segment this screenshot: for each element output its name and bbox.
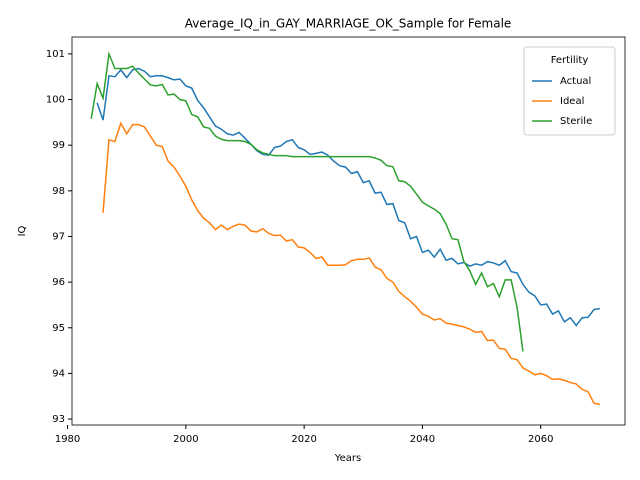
y-tick-label: 99	[52, 140, 65, 151]
y-tick-label: 100	[46, 95, 65, 106]
y-axis-label: IQ	[17, 225, 28, 236]
y-tick-label: 93	[52, 414, 65, 425]
legend-label: Sterile	[560, 116, 592, 127]
chart-title: Average_IQ_in_GAY_MARRIAGE_OK_Sample for…	[185, 17, 512, 31]
legend-box	[523, 46, 616, 136]
x-tick-label: 2040	[410, 434, 435, 445]
x-tick-label: 2020	[291, 434, 316, 445]
x-tick-label: 2000	[173, 434, 198, 445]
y-tick-label: 96	[52, 277, 65, 288]
legend-title: Fertility	[551, 55, 589, 66]
series-line	[96, 67, 600, 327]
y-tick-label: 97	[52, 231, 65, 242]
series-line	[102, 121, 601, 406]
y-tick-label: 101	[46, 49, 65, 60]
series-line	[90, 50, 524, 352]
y-tick-label: 95	[52, 323, 65, 334]
x-axis-label: Years	[334, 453, 361, 464]
y-tick-label: 94	[52, 368, 65, 379]
x-tick-label: 1980	[55, 434, 80, 445]
legend-label: Actual	[560, 76, 591, 87]
legend-label: Ideal	[560, 96, 584, 107]
y-tick-label: 98	[52, 186, 65, 197]
x-tick-label: 2060	[528, 434, 553, 445]
plot-frame	[71, 36, 626, 426]
